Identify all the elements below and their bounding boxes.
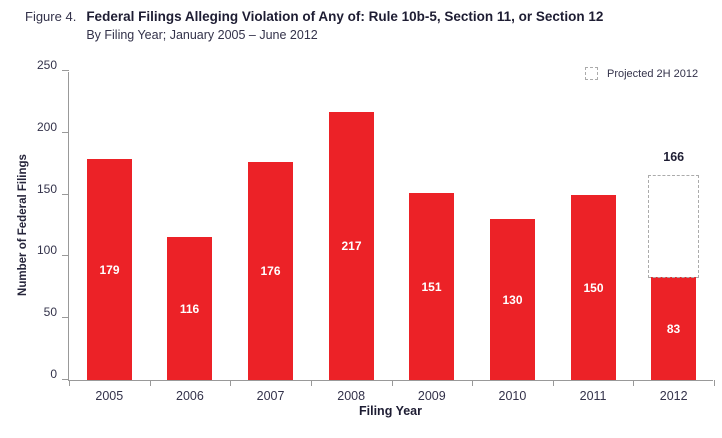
- y-tick: [62, 379, 69, 380]
- x-category-label: 2005: [95, 389, 124, 403]
- bar-value-label: 83: [666, 321, 681, 336]
- projected-legend-swatch-icon: [585, 67, 598, 80]
- x-tick: [472, 380, 473, 386]
- x-category-label: 2012: [659, 389, 688, 403]
- chart-title: Federal Filings Alleging Violation of An…: [86, 9, 604, 24]
- legend-label: Projected 2H 2012: [607, 67, 699, 80]
- x-tick: [230, 380, 231, 386]
- bar-value-label: 130: [502, 292, 523, 307]
- bar-value-label: 217: [341, 239, 362, 253]
- projected-value-label: 166: [663, 150, 685, 164]
- bar-2006: 116: [167, 237, 212, 380]
- bar-value-label: 179: [99, 262, 120, 277]
- bar-2009: 151: [409, 193, 454, 380]
- legend: Projected 2H 2012: [585, 67, 698, 80]
- y-tick-label: 50: [43, 305, 57, 320]
- chart-subtitle: By Filing Year; January 2005 – June 2012: [86, 28, 318, 42]
- y-tick: [62, 131, 69, 133]
- x-category-label: 2009: [417, 389, 446, 403]
- x-axis-title: Filing Year: [359, 404, 422, 418]
- x-tick: [150, 380, 151, 386]
- y-tick-label: 200: [36, 119, 57, 134]
- y-tick-label: 100: [36, 243, 57, 258]
- x-tick: [633, 380, 634, 386]
- x-category-label: 2008: [337, 389, 366, 403]
- title-block: Federal Filings Alleging Violation of An…: [86, 8, 603, 44]
- y-tick-label: 0: [50, 367, 57, 381]
- bar-2007: 176: [248, 162, 293, 380]
- y-tick: [62, 193, 69, 195]
- bar-2011: 150: [571, 195, 616, 380]
- projected-box: [648, 175, 699, 278]
- y-axis-title: Number of Federal Filings: [17, 154, 29, 296]
- x-category-label: 2010: [498, 389, 527, 403]
- y-tick-label: 150: [36, 181, 57, 196]
- x-category-label: 2006: [176, 389, 204, 403]
- bar-value-label: 116: [179, 301, 200, 316]
- figure-label: Figure 4.: [25, 9, 77, 24]
- bar-value-label: 176: [260, 264, 281, 278]
- y-tick: [62, 317, 69, 319]
- bar-2005: 179: [87, 159, 132, 380]
- y-tick: [62, 255, 69, 257]
- x-tick: [714, 380, 715, 386]
- bar-2010: 130: [490, 219, 535, 380]
- bar-value-label: 151: [421, 279, 442, 294]
- x-tick: [392, 380, 393, 386]
- plot-area: 0 50 100 150 200 250 179 2005 116 2006 176 2007 217 2…: [37, 58, 715, 403]
- chart-header: Figure 4. Federal Filings Alleging Viola…: [25, 8, 603, 44]
- bar-2008: 217: [329, 112, 374, 380]
- bar-2012: 83: [651, 277, 696, 380]
- x-tick: [311, 380, 312, 386]
- y-tick: [62, 70, 69, 71]
- x-tick: [553, 380, 554, 386]
- x-tick: [69, 380, 70, 386]
- y-tick-label: 250: [36, 58, 57, 72]
- x-category-label: 2007: [256, 389, 285, 403]
- x-category-label: 2011: [579, 389, 607, 403]
- bar-value-label: 150: [583, 280, 604, 295]
